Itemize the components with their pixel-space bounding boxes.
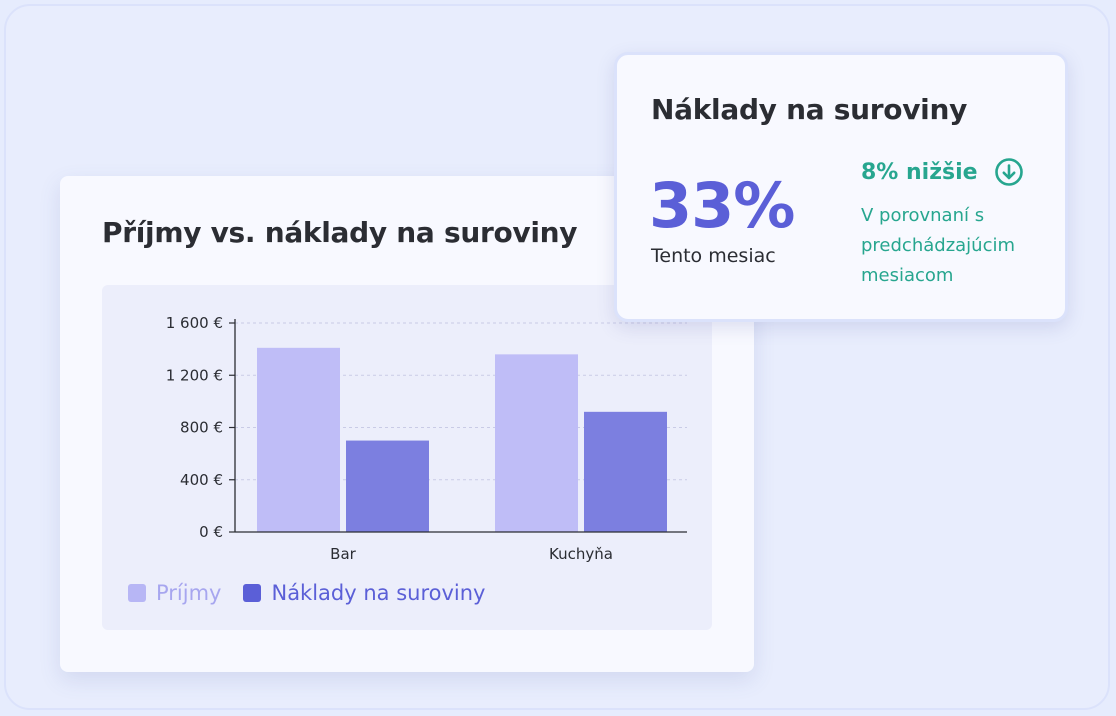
trend-note: V porovnaní s predchádzajúcim mesiacom <box>861 205 1016 286</box>
chart-panel: 0 € 400 € 800 € 1 200 € 1 600 € Bar Kuchyňa Pr… <box>102 285 712 630</box>
legend-label-prijmy: Príjmy <box>156 581 222 605</box>
y-tick-label: 800 € <box>180 419 223 437</box>
stat-card: Náklady na suroviny 33% Tento mesiac 8% … <box>614 52 1068 322</box>
legend-swatch-naklady <box>243 584 262 602</box>
stat-value: 33% <box>649 169 795 242</box>
bar-naklady-0 <box>346 440 429 532</box>
x-tick-label: Kuchyňa <box>549 545 613 563</box>
bar-chart: 0 € 400 € 800 € 1 200 € 1 600 € Bar Kuchyňa <box>166 314 687 563</box>
trend-text: 8% nižšie <box>861 159 978 185</box>
trend-indicator: 8% nižšie <box>861 157 1024 187</box>
bar-prijmy-1 <box>495 354 578 532</box>
y-tick-label: 1 600 € <box>166 314 223 332</box>
legend-swatch-prijmy <box>128 584 146 602</box>
x-tick-label: Bar <box>330 545 356 563</box>
stat-title: Náklady na suroviny <box>651 93 968 126</box>
y-tick-label: 1 200 € <box>166 366 223 384</box>
chart-legend: Príjmy Náklady na suroviny <box>128 581 507 605</box>
legend-item-prijmy[interactable]: Príjmy <box>128 581 221 605</box>
arrow-down-circle-icon <box>994 158 1023 186</box>
chart-title: Příjmy vs. náklady na suroviny <box>102 216 578 249</box>
stat-value-label: Tento mesiac <box>651 245 776 267</box>
y-tick-label: 0 € <box>199 523 223 541</box>
bar-prijmy-0 <box>257 347 340 532</box>
bar-naklady-1 <box>584 411 667 532</box>
legend-label-naklady: Náklady na suroviny <box>271 581 486 605</box>
y-tick-label: 400 € <box>180 471 223 489</box>
legend-item-naklady[interactable]: Náklady na suroviny <box>243 581 485 605</box>
background-frame: Příjmy vs. náklady na suroviny 0 € 400 € 8… <box>4 4 1110 710</box>
